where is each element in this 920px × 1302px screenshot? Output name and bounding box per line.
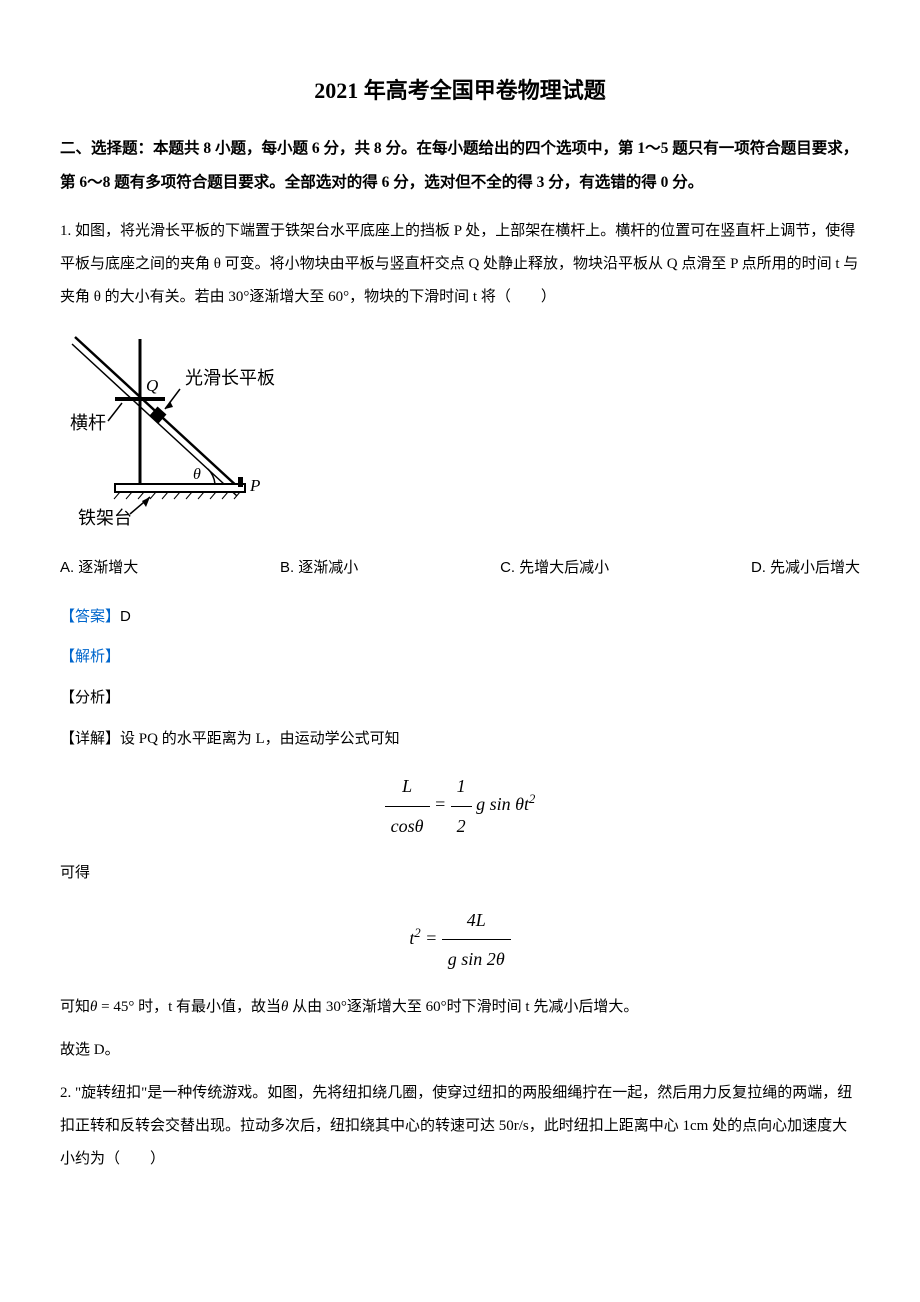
q1-formula-1: Lcosθ = 12 g sin θt2 [60,769,860,842]
option-b-text: 逐渐减小 [298,554,358,583]
option-b: B. 逐渐减小 [280,554,358,583]
label-board: 光滑长平板 [185,368,275,388]
option-a-label: A. [60,554,74,583]
conclusion-suffix: 从由 30°逐渐增大至 60°时下滑时间 t 先减小后增大。 [292,999,638,1015]
q2-number: 2. [60,1085,71,1101]
stand-arrowhead [142,497,150,507]
option-d-text: 先减小后增大 [770,554,860,583]
option-d: D. 先减小后增大 [751,554,860,583]
base [115,484,245,492]
option-a: A. 逐渐增大 [60,554,138,583]
conclusion-mid: 时，t 有最小值，故当 [138,999,281,1015]
conclusion-prefix: 可知 [60,999,90,1015]
option-c-text: 先增大后减小 [519,554,609,583]
q1-text: 1. 如图，将光滑长平板的下端置于铁架台水平底座上的挡板 P 处，上部架在横杆上… [60,215,860,314]
q1-pick: 故选 D。 [60,1036,860,1065]
q1-options: A. 逐渐增大 B. 逐渐减小 C. 先增大后减小 D. 先减小后增大 [60,554,860,583]
option-c-label: C. [500,554,515,583]
q1-figure: Q P θ 光滑长平板 横杆 铁架台 [60,329,860,540]
label-stand: 铁架台 [78,508,132,528]
q2-body: "旋转纽扣"是一种传统游戏。如图，先将纽扣绕几圈，使穿过纽扣的两股细绳拧在一起，… [60,1085,852,1167]
hbar-arrow [108,403,122,421]
stop-p [238,477,243,487]
label-hbar: 横杆 [70,413,106,433]
detail-label: 【详解】 [60,731,120,747]
section-header: 二、选择题：本题共 8 小题，每小题 6 分，共 8 分。在每小题给出的四个选项… [60,132,860,200]
q1-body: 如图，将光滑长平板的下端置于铁架台水平底座上的挡板 P 处，上部架在横杆上。横杆… [60,223,858,305]
option-a-text: 逐渐增大 [78,554,138,583]
q1-analysis-label: 【解析】 [60,643,860,672]
q1-conclusion: 可知θ = 45° 时，t 有最小值，故当θ 从由 30°逐渐增大至 60°时下… [60,991,860,1024]
label-theta: θ [193,466,201,483]
option-c: C. 先增大后减小 [500,554,609,583]
answer-label: 【答案】 [60,609,120,625]
page-title: 2021 年高考全国甲卷物理试题 [60,70,860,112]
option-d-label: D. [751,554,766,583]
q1-number: 1. [60,223,71,239]
board-arrowhead [165,401,173,409]
q1-detail: 【详解】设 PQ 的水平距离为 L，由运动学公式可知 [60,724,860,754]
q1-formula-2: t2 = 4Lg sin 2θ [60,903,860,976]
detail-text: 设 PQ 的水平距离为 L，由运动学公式可知 [120,731,400,747]
q1-kede: 可得 [60,858,860,888]
label-p: P [249,476,260,495]
q1-fenxi-label: 【分析】 [60,684,860,713]
theta-arc [208,469,215,484]
label-q: Q [146,376,158,395]
answer-value: D [120,608,131,625]
option-b-label: B. [280,554,294,583]
q2-text: 2. "旋转纽扣"是一种传统游戏。如图，先将纽扣绕几圈，使穿过纽扣的两股细绳拧在… [60,1077,860,1176]
q1-answer: 【答案】D [60,603,860,632]
